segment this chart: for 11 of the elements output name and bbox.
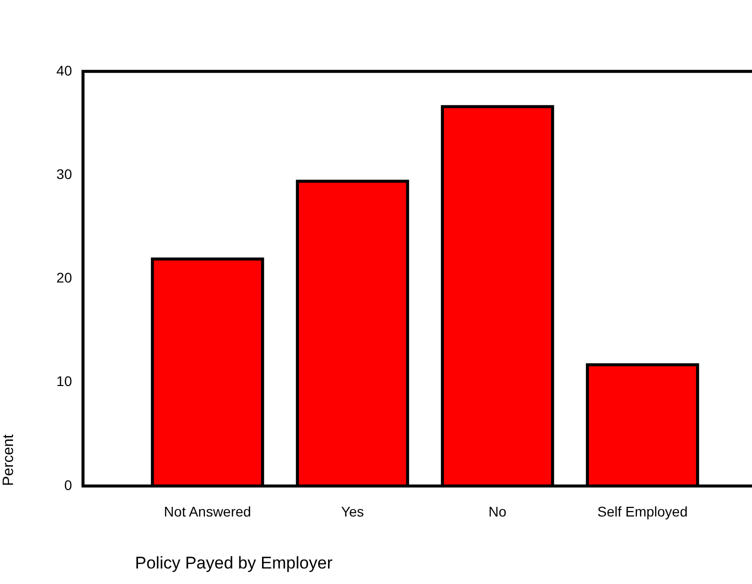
x-tick-label: No — [488, 503, 507, 520]
x-tick-label: Self Employed — [597, 503, 688, 520]
y-axis-title: Percent — [0, 433, 18, 486]
x-tick-label: Not Answered — [164, 503, 252, 520]
y-tick-label: 30 — [56, 166, 72, 182]
y-tick-label: 40 — [56, 62, 72, 78]
y-tick-label: 10 — [56, 373, 72, 390]
y-tick-label: 0 — [64, 476, 72, 493]
x-tick-label: Yes — [341, 503, 364, 520]
y-tick-label: 20 — [56, 270, 72, 286]
x-axis-title: Policy Payed by Employer — [135, 553, 333, 572]
